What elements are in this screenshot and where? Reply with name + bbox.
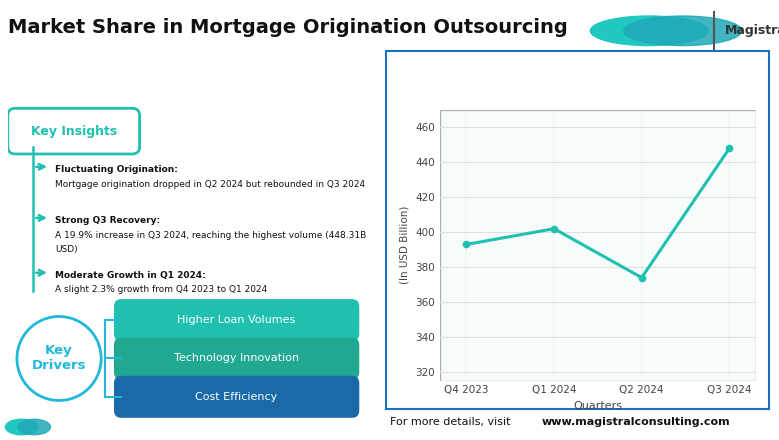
Text: Technology Innovation: Technology Innovation	[174, 353, 299, 363]
FancyBboxPatch shape	[440, 110, 756, 381]
Y-axis label: (In USD Billion): (In USD Billion)	[400, 206, 410, 285]
FancyBboxPatch shape	[8, 108, 139, 154]
Text: US Mortgage Originations Quarterly Trends: US Mortgage Originations Quarterly Trend…	[407, 68, 747, 82]
Text: Key Insights: Key Insights	[30, 125, 117, 138]
Circle shape	[18, 419, 51, 435]
Text: Higher Loan Volumes: Higher Loan Volumes	[178, 315, 296, 325]
FancyBboxPatch shape	[114, 299, 359, 341]
Text: www.magistralconsulting.com: www.magistralconsulting.com	[541, 417, 730, 427]
FancyBboxPatch shape	[114, 376, 359, 418]
FancyBboxPatch shape	[114, 337, 359, 379]
Circle shape	[590, 16, 708, 46]
Text: Market Share in Mortgage Origination Outsourcing: Market Share in Mortgage Origination Out…	[8, 18, 568, 37]
Text: Magistral: Magistral	[725, 24, 779, 37]
Text: A slight 2.3% growth from Q4 2023 to Q1 2024: A slight 2.3% growth from Q4 2023 to Q1 …	[55, 286, 268, 294]
Circle shape	[624, 16, 742, 46]
Text: Cost Efficiency: Cost Efficiency	[196, 392, 278, 402]
Text: For more details, visit: For more details, visit	[390, 417, 513, 427]
Text: Fluctuating Origination:: Fluctuating Origination:	[55, 165, 178, 174]
Text: A 19.9% increase in Q3 2024, reaching the highest volume (448.31B: A 19.9% increase in Q3 2024, reaching th…	[55, 231, 367, 240]
Text: Strong Q3 Recovery:: Strong Q3 Recovery:	[55, 216, 160, 225]
Text: Moderate Growth in Q1 2024:: Moderate Growth in Q1 2024:	[55, 271, 206, 280]
Text: Mortgage origination dropped in Q2 2024 but rebounded in Q3 2024: Mortgage origination dropped in Q2 2024 …	[55, 180, 365, 189]
Text: USD): USD)	[55, 245, 78, 253]
Text: Key
Drivers: Key Drivers	[32, 345, 86, 373]
Circle shape	[5, 419, 38, 435]
X-axis label: Quarters: Quarters	[573, 401, 622, 411]
